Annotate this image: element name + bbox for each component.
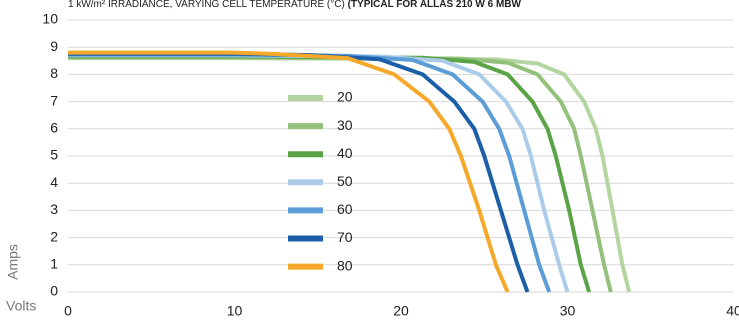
x-axis-label: Volts [6,298,36,314]
series-line [68,54,592,293]
x-tick-label: 20 [393,303,409,319]
legend-label: 60 [337,201,353,217]
title-emphasis: (TYPICAL FOR ALLAS 210 W 6 MBW [348,0,522,10]
y-tick-label: 5 [50,147,58,163]
x-tick-label: 0 [64,303,72,319]
y-axis-label: Amps [5,244,21,280]
legend-label: 20 [337,89,353,105]
legend-label: 50 [337,173,353,189]
legend-label: 40 [337,145,353,161]
y-tick-label: 2 [50,228,58,244]
y-tick-label: 0 [50,283,58,299]
title-main: 1 kW/m² IRRADIANCE, VARYING CELL TEMPERA… [68,0,345,10]
x-tick-label: 40 [726,303,739,319]
series-line [68,52,552,293]
legend-label: 80 [337,257,353,273]
y-tick-label: 9 [50,38,58,54]
x-tick-label: 30 [560,303,576,319]
y-tick-label: 8 [50,65,58,81]
series-line [68,50,510,293]
y-tick-label: 4 [50,174,58,190]
x-tick-label: 10 [227,303,243,319]
chart-title: 1 kW/m² IRRADIANCE, VARYING CELL TEMPERA… [68,0,521,10]
y-tick-label: 6 [50,120,58,136]
y-tick-label: 1 [50,256,58,272]
legend-label: 30 [337,117,353,133]
y-tick-label: 3 [50,201,58,217]
series-line [68,51,530,293]
legend-label: 70 [337,229,353,245]
y-tick-label: 10 [42,11,58,27]
y-tick-label: 7 [50,92,58,108]
